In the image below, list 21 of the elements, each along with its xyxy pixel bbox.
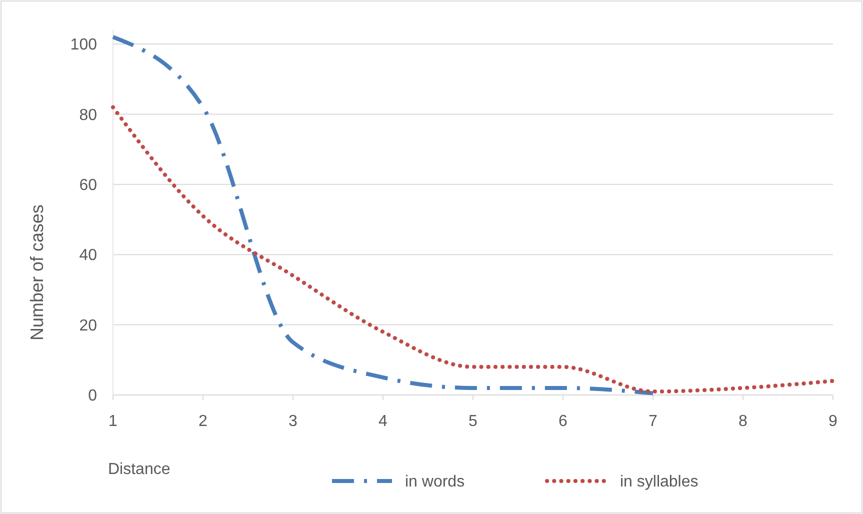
- x-tick-label: 4: [378, 413, 388, 430]
- x-tick-label: 1: [108, 413, 118, 430]
- legend-label: in words: [405, 474, 465, 491]
- legend-label: in syllables: [620, 474, 698, 491]
- y-tick-label: 100: [70, 36, 98, 54]
- x-tick-label: 3: [288, 413, 298, 430]
- y-tick-label: 80: [79, 106, 98, 124]
- y-axis-title: Number of cases: [27, 204, 47, 341]
- x-axis-title: Distance: [108, 461, 170, 478]
- y-tick-label: 60: [79, 177, 98, 194]
- x-tick-label: 7: [648, 413, 658, 430]
- x-tick-label: 6: [558, 413, 568, 430]
- x-tick-label: 5: [468, 413, 478, 430]
- line-series: [111, 35, 655, 396]
- x-tick-label: 9: [828, 413, 838, 430]
- line-series: [111, 105, 835, 394]
- y-tick-label: 20: [79, 317, 98, 334]
- x-tick-label: 2: [198, 413, 208, 430]
- y-tick-label: 0: [88, 388, 98, 405]
- x-tick-label: 8: [738, 413, 748, 430]
- y-tick-label: 40: [79, 247, 98, 264]
